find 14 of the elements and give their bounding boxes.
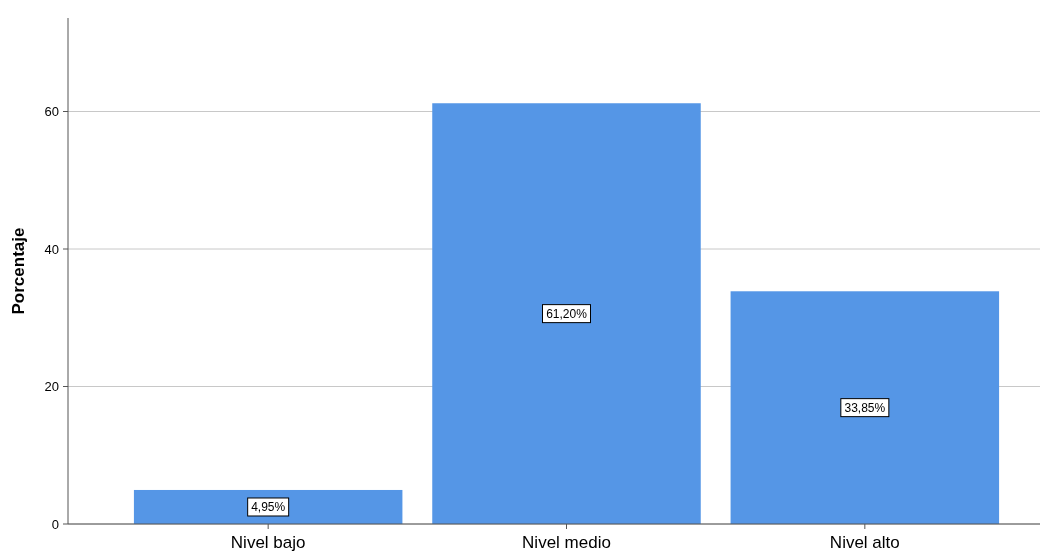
bar (730, 291, 1000, 524)
data-label: 33,85% (844, 401, 886, 416)
x-tick-label: Nivel bajo (230, 533, 306, 552)
y-axis-title: Porcentaje (9, 227, 28, 315)
data-label: 4,95% (251, 500, 286, 515)
y-tick-label: 20 (44, 379, 59, 394)
y-tick-label: 60 (44, 104, 59, 119)
bar (432, 103, 701, 524)
bar (133, 489, 403, 524)
data-label: 61,20% (546, 307, 588, 322)
x-tick-label: Nivel alto (829, 533, 900, 552)
x-tick-label: Nivel medio (522, 533, 611, 552)
y-tick-label: 40 (44, 241, 59, 257)
y-tick-label: 0 (51, 516, 59, 532)
